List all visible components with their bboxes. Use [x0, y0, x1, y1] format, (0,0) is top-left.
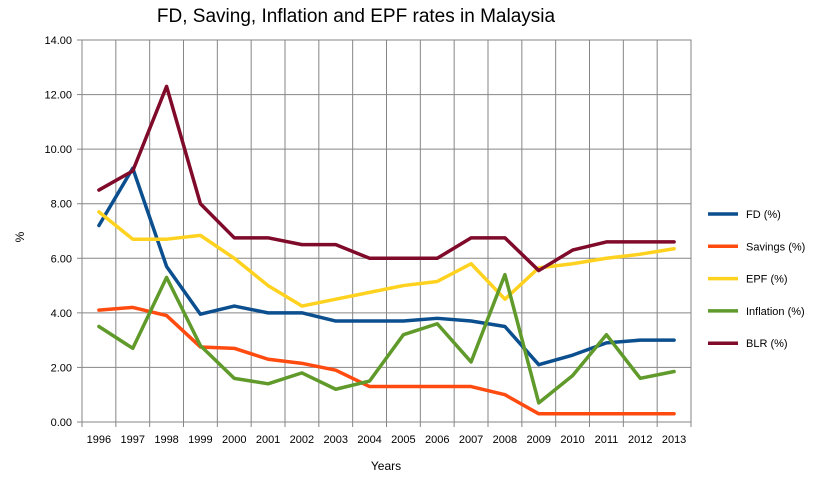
x-axis-label: Years: [371, 459, 401, 473]
x-tick-label: 2007: [459, 434, 483, 446]
series-line-savings: [97, 305, 676, 416]
y-tick-label: 0.00: [51, 417, 72, 429]
x-tick-label: 2000: [222, 434, 246, 446]
legend-label-savings: Savings (%): [746, 241, 805, 253]
legend-label-blr: BLR (%): [746, 338, 788, 350]
x-tick-label: 1999: [188, 434, 212, 446]
x-tick-label: 2004: [357, 434, 381, 446]
y-tick-label: 6.00: [51, 253, 72, 265]
y-tick-label: 10.00: [44, 144, 72, 156]
x-tick-label: 2010: [560, 434, 584, 446]
series-line-epf: [97, 210, 676, 308]
x-tick-label: 2006: [425, 434, 449, 446]
x-tick-label: 2002: [290, 434, 314, 446]
y-tick-label: 14.00: [44, 35, 72, 47]
x-tick-label: 1997: [121, 434, 145, 446]
grid: [81, 39, 692, 423]
x-tick-label: 2012: [628, 434, 652, 446]
axes: 0.00 2.00 4.00 6.00 8.00 10.00 12.00 14.00 1996 1…: [44, 35, 692, 446]
y-tick-label: 4.00: [51, 308, 72, 320]
x-tick-label: 1998: [154, 434, 178, 446]
x-tick-label: 2013: [662, 434, 686, 446]
y-tick-label: 12.00: [44, 90, 72, 102]
y-tick-label: 2.00: [51, 362, 72, 374]
y-axis-label: %: [13, 231, 27, 242]
x-tick-label: 2009: [527, 434, 551, 446]
x-tick-label: 2005: [391, 434, 415, 446]
series-line-fd: [97, 166, 676, 367]
chart-title: FD, Saving, Inflation and EPF rates in M…: [157, 6, 556, 27]
y-tick-label: 8.00: [51, 199, 72, 211]
legend-label-inflation: Inflation (%): [746, 306, 805, 318]
series-group: [97, 84, 676, 416]
series-line-blr: [97, 84, 676, 273]
x-tick-label: 2008: [493, 434, 517, 446]
legend: FD (%) Savings (%) EPF (%) Inflation (%) BLR…: [708, 209, 805, 350]
x-tick-label: 2011: [595, 434, 619, 446]
x-tick-label: 2003: [324, 434, 348, 446]
legend-label-fd: FD (%): [746, 209, 781, 221]
series-line-inflation: [97, 272, 676, 405]
legend-label-epf: EPF (%): [746, 274, 788, 286]
x-tick-label: 2001: [256, 434, 280, 446]
x-tick-label: 1996: [87, 434, 111, 446]
